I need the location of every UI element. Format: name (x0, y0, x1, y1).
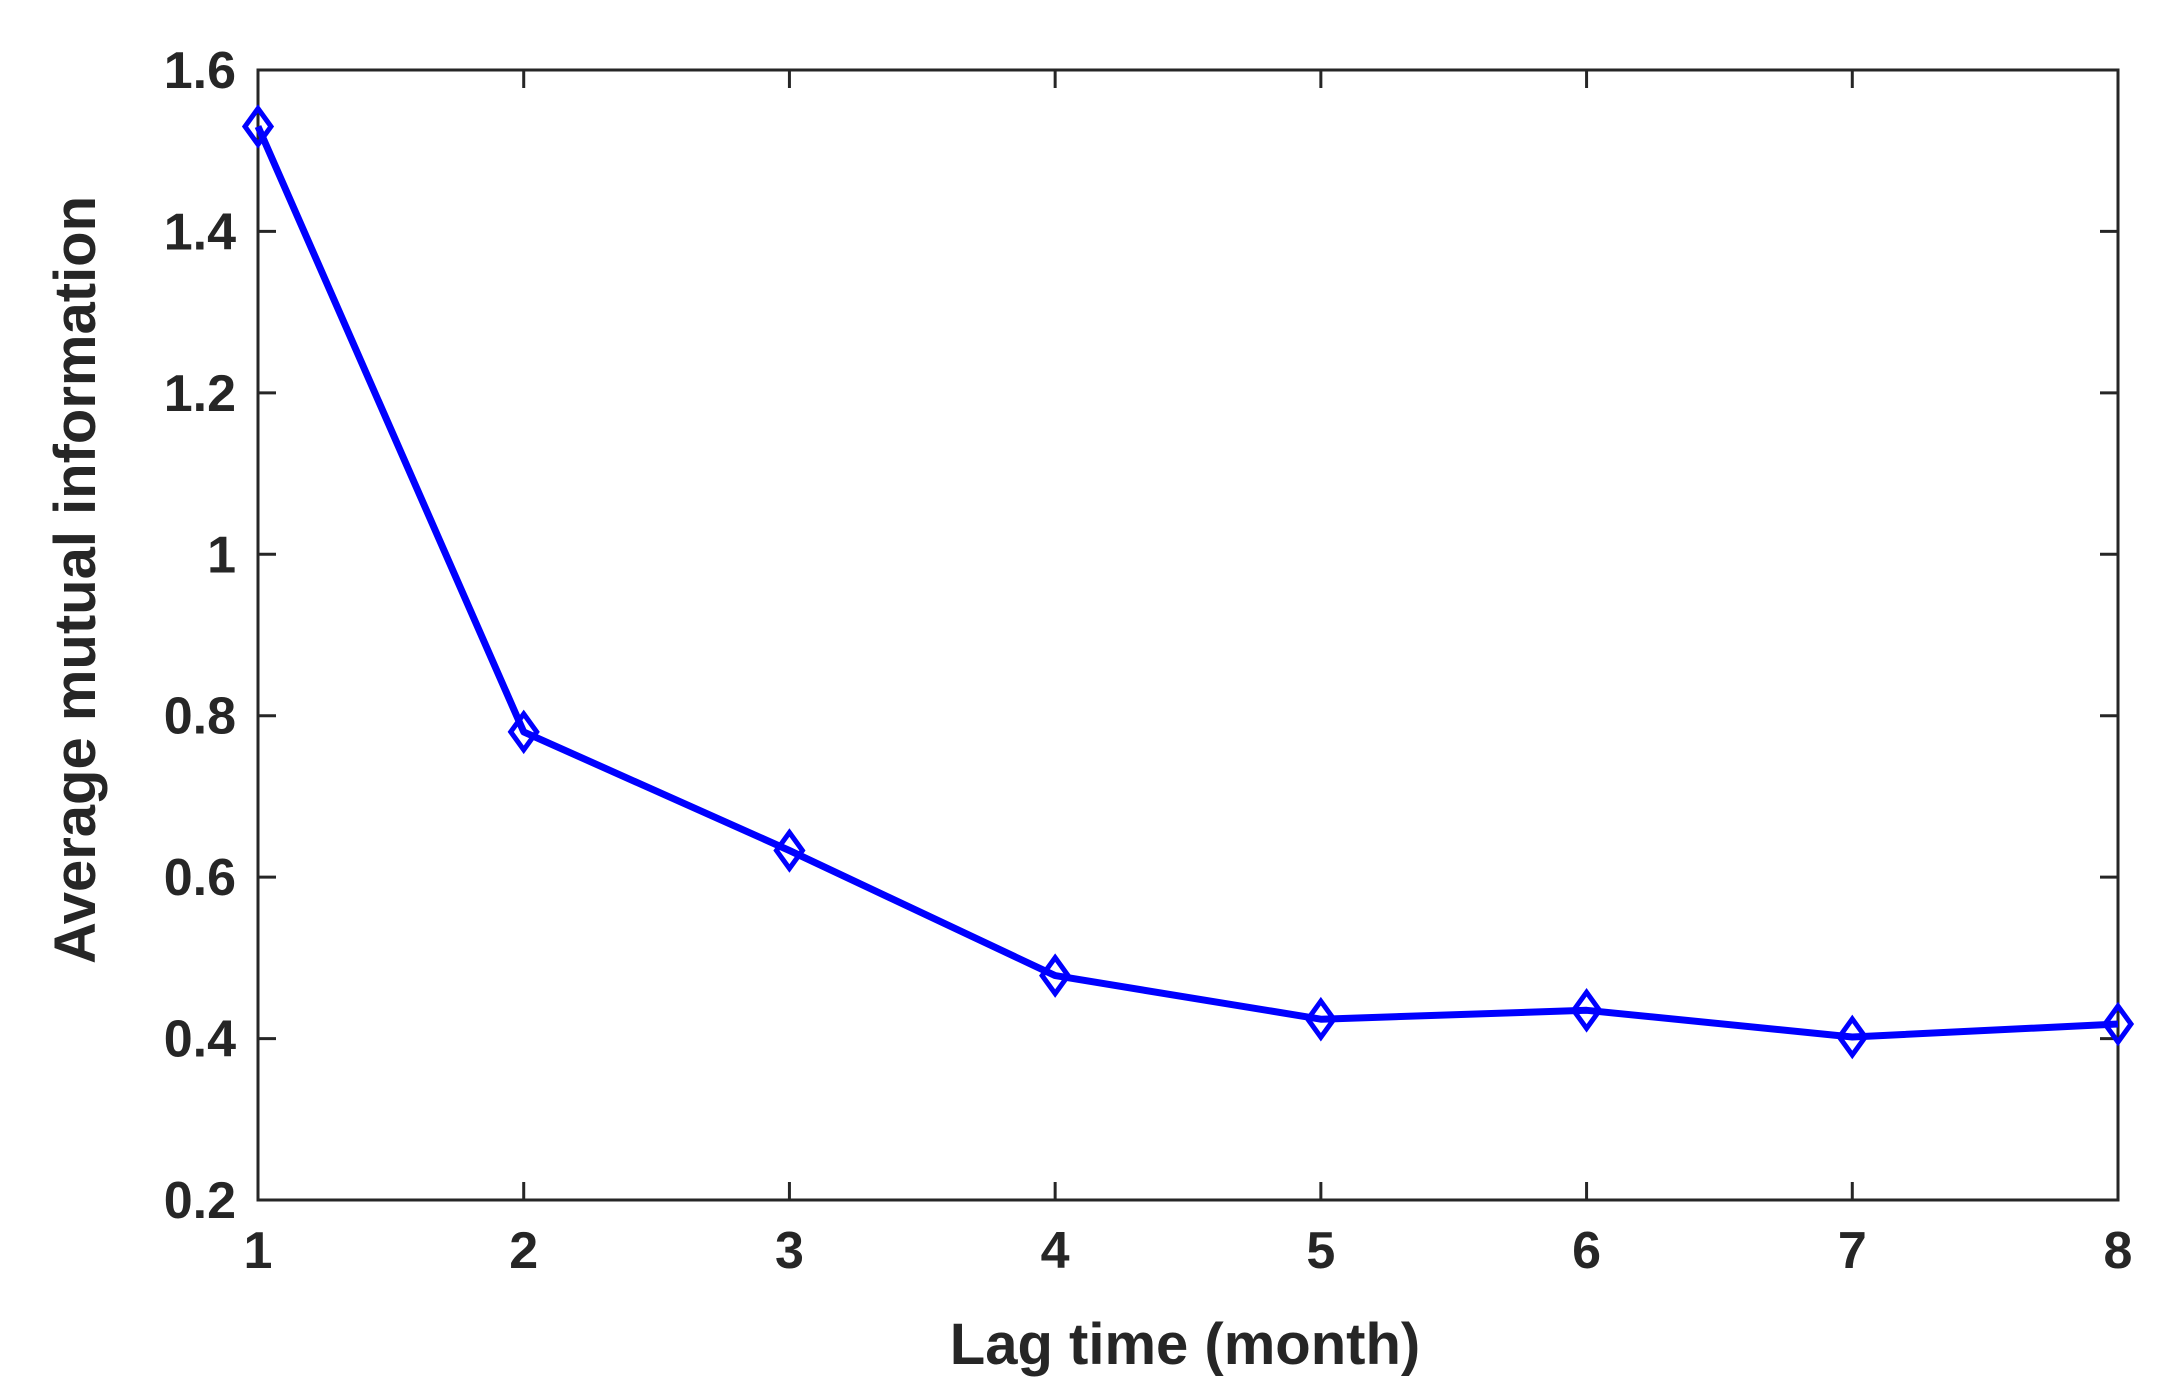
x-axis: 1 2 3 4 5 6 7 8 (244, 70, 2133, 1280)
x-tick-label: 5 (1306, 1222, 1335, 1280)
data-point-marker (1304, 996, 1337, 1042)
plot-border (256, 68, 2120, 1202)
x-tick-label: 8 (2104, 1222, 2133, 1280)
data-point-marker (241, 104, 275, 149)
x-axis-label: Lag time (month) (950, 1312, 1420, 1377)
data-point-marker (507, 709, 540, 755)
x-tick-label: 6 (1572, 1222, 1601, 1280)
x-tick-label: 7 (1838, 1222, 1867, 1280)
y-tick-label: 0.6 (164, 849, 236, 907)
y-tick-label: 1.2 (164, 365, 236, 423)
y-tick-label: 1 (207, 526, 236, 584)
series-layer (241, 104, 2135, 1060)
data-point-marker (1836, 1014, 1869, 1060)
plot-area (256, 68, 2120, 1202)
x-tick-label: 4 (1041, 1222, 1070, 1280)
y-tick-label: 0.8 (164, 688, 236, 746)
y-tick-label: 1.4 (164, 203, 236, 261)
y-axis: 0.2 0.4 0.6 0.8 1 1.2 1.4 1.6 (164, 42, 2118, 1230)
series-line (254, 125, 2119, 1041)
data-point-marker (773, 828, 806, 873)
data-point-marker (2101, 1001, 2135, 1047)
x-tick-label: 3 (775, 1222, 804, 1280)
y-tick-label: 0.2 (164, 1172, 236, 1230)
x-tick-label: 1 (244, 1222, 273, 1280)
y-tick-label: 1.6 (164, 42, 236, 100)
x-tick-label: 2 (509, 1222, 538, 1280)
y-axis-label: Average mutual information (43, 196, 108, 964)
y-tick-label: 0.4 (164, 1011, 236, 1069)
data-point-marker (1570, 988, 1603, 1033)
data-point-marker (1039, 953, 1072, 998)
